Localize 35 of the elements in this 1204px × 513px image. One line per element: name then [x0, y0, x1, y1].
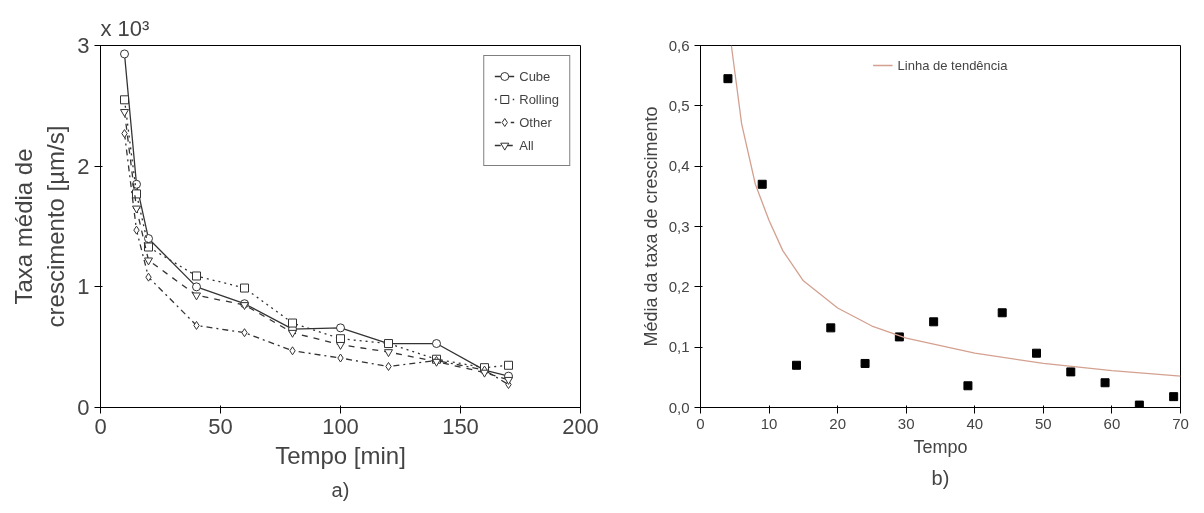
legend-label: All	[519, 137, 535, 153]
text: b)	[931, 466, 950, 489]
x-tick-label: 20	[829, 414, 846, 432]
x-tick-label: 40	[966, 414, 984, 432]
x-tick-label: 200	[562, 413, 599, 439]
legend-label: Other	[519, 114, 552, 130]
x-tick-label: 150	[442, 413, 479, 439]
x-tick-label: 70	[1172, 414, 1189, 432]
y-tick-label: 3	[77, 33, 90, 58]
x-tick-label: 30	[897, 414, 915, 432]
y-tick-label: 0,0	[668, 398, 690, 416]
y-axis-title: Taxa média de crescimento [µm/s]	[9, 125, 70, 328]
y-tick-label: 0,1	[668, 338, 690, 356]
x-tick-label: 50	[1035, 414, 1052, 432]
x-tick-label: 10	[760, 414, 778, 432]
y-tick-label: 0,2	[668, 277, 690, 295]
x-tick-label: 100	[322, 413, 359, 439]
x-axis-title: Tempo	[913, 436, 968, 457]
legend-label: Linha de tendência	[897, 57, 1008, 73]
legend-label: Cube	[519, 68, 551, 84]
x-tick-label: 0	[696, 414, 705, 432]
y-tick-label: 0,5	[668, 96, 690, 114]
x-tick-label: 60	[1103, 414, 1121, 432]
legend-label: Rolling	[519, 91, 559, 107]
x-axis-title: Tempo [min]	[275, 441, 406, 469]
y-tick-label: 0,6	[668, 36, 690, 54]
y-tick-label: 2	[77, 153, 90, 179]
y-tick-label: 1	[77, 274, 90, 300]
x-tick-label: 50	[208, 413, 233, 439]
x-tick-label: 0	[94, 413, 107, 439]
y-axis-title: Média da taxa de crescimento	[640, 106, 661, 347]
y-tick-label: 0,4	[668, 157, 690, 175]
text: a)	[331, 478, 350, 501]
y-tick-label: 0,3	[668, 217, 690, 235]
text: x 10³	[100, 15, 150, 41]
